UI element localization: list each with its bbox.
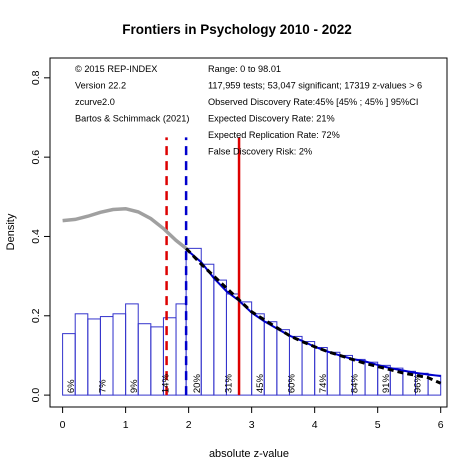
info-right-line-1: 117,959 tests; 53,047 significant; 17319…: [208, 81, 422, 91]
histogram-bar-1: [74, 313, 89, 396]
info-right-line-4: Expected Replication Rate: 72%: [208, 130, 340, 140]
info-right-line-0: Range: 0 to 98.01: [208, 64, 281, 74]
histogram-bar-4: [112, 313, 127, 396]
y-tick-label-4: 0.8: [30, 70, 42, 85]
histogram-bar-9: [175, 303, 187, 396]
percent-label-11: 96%: [412, 374, 423, 394]
x-tick-label-0: 0: [60, 419, 66, 431]
histogram-bar-14: [238, 301, 253, 396]
info-left-line-1: Version 22.2: [75, 81, 126, 91]
y-axis-label: Density: [5, 213, 17, 250]
info-left-line-3: Bartos & Schimmack (2021): [75, 114, 189, 124]
percent-label-2: 9%: [129, 379, 140, 393]
info-text: © 2015 REP-INDEX Version 22.2 zcurve2.0 Bar…: [75, 64, 422, 157]
reference-lines: [165, 137, 241, 396]
plot-frame: [49, 57, 448, 408]
x-tick-label-5: 5: [375, 419, 381, 431]
percent-label-0: 6%: [66, 379, 77, 393]
histogram-bar-11: [200, 263, 215, 396]
x-axis: 0 1 2 3 4 5 6: [60, 406, 444, 431]
percent-label-3: 14%: [160, 374, 171, 394]
percent-label-8: 74%: [318, 374, 329, 394]
y-axis: 0.0 0.2 0.4 0.6 0.8: [30, 70, 51, 403]
percent-labels: 6% 7% 9% 14% 20% 31% 45% 60% 74% 84% 91% 96%: [66, 374, 424, 394]
histogram-bar-24: [364, 361, 379, 396]
percent-label-5: 31%: [223, 374, 234, 394]
info-right-line-3: Expected Discovery Rate: 21%: [208, 114, 335, 124]
chart-title: Frontiers in Psychology 2010 - 2022: [122, 22, 352, 37]
histogram-bar-16: [263, 321, 278, 396]
x-tick-label-6: 6: [438, 419, 444, 431]
histogram-bar-10: [185, 247, 202, 396]
percent-label-1: 7%: [97, 379, 108, 393]
percent-label-6: 45%: [255, 374, 266, 394]
info-right-line-2: Observed Discovery Rate:45% [45% ; 45% ]…: [208, 97, 418, 107]
x-tick-label-1: 1: [123, 419, 129, 431]
percent-label-7: 60%: [286, 374, 297, 394]
histogram-bar-19: [301, 341, 316, 396]
fitted-curve-black: [185, 247, 442, 385]
percent-label-10: 91%: [381, 374, 392, 394]
y-tick-label-2: 0.4: [30, 229, 42, 244]
x-tick-label-2: 2: [186, 419, 192, 431]
curves: [62, 206, 442, 385]
x-tick-label-4: 4: [312, 419, 318, 431]
histogram-bar-21: [326, 351, 341, 396]
info-left-line-0: © 2015 REP-INDEX: [75, 64, 157, 74]
info-left-line-2: zcurve2.0: [75, 97, 115, 107]
histogram-bars: [62, 247, 442, 396]
x-tick-label-3: 3: [249, 419, 255, 431]
y-tick-label-0: 0.0: [30, 388, 42, 403]
empirical-density-line: [185, 248, 441, 378]
info-right-line-5: False Discovery Risk: 2%: [208, 147, 312, 157]
percent-label-4: 20%: [192, 374, 203, 394]
fitted-curve-gray: [62, 206, 188, 250]
percent-label-9: 84%: [349, 374, 360, 394]
histogram-bar-6: [137, 323, 152, 396]
x-axis-label: absolute z-value: [209, 448, 289, 460]
y-tick-label-3: 0.6: [30, 150, 42, 165]
y-tick-label-1: 0.2: [30, 308, 42, 323]
